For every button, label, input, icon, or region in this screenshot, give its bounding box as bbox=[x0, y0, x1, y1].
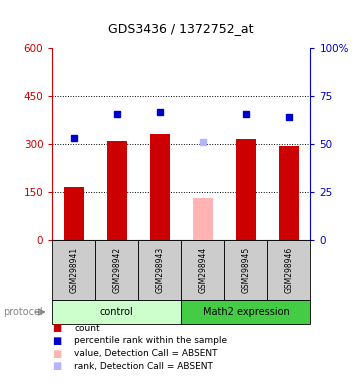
Bar bbox=[268, 240, 310, 300]
Bar bbox=[181, 240, 225, 300]
Text: count: count bbox=[74, 324, 100, 333]
Text: control: control bbox=[100, 307, 134, 317]
Bar bbox=[138, 240, 181, 300]
Text: GSM298942: GSM298942 bbox=[112, 247, 121, 293]
Text: rank, Detection Call = ABSENT: rank, Detection Call = ABSENT bbox=[74, 362, 213, 371]
Text: ■: ■ bbox=[52, 361, 62, 371]
Bar bbox=[52, 300, 182, 324]
Bar bbox=[236, 139, 256, 240]
Text: GSM298941: GSM298941 bbox=[69, 247, 78, 293]
Text: value, Detection Call = ABSENT: value, Detection Call = ABSENT bbox=[74, 349, 218, 358]
Text: GSM298943: GSM298943 bbox=[155, 247, 164, 293]
Bar bbox=[279, 146, 299, 240]
Text: percentile rank within the sample: percentile rank within the sample bbox=[74, 336, 227, 346]
Bar bbox=[193, 199, 213, 240]
Text: Math2 expression: Math2 expression bbox=[203, 307, 289, 317]
Bar bbox=[64, 187, 83, 240]
Text: ■: ■ bbox=[52, 336, 62, 346]
Text: GDS3436 / 1372752_at: GDS3436 / 1372752_at bbox=[108, 22, 253, 35]
Text: GSM298946: GSM298946 bbox=[284, 247, 293, 293]
Text: GSM298945: GSM298945 bbox=[242, 247, 251, 293]
Bar bbox=[150, 134, 170, 240]
Text: ■: ■ bbox=[52, 323, 62, 333]
Text: GSM298944: GSM298944 bbox=[199, 247, 208, 293]
Bar bbox=[52, 240, 95, 300]
Text: protocol: protocol bbox=[4, 307, 43, 317]
Bar bbox=[107, 141, 127, 240]
Bar bbox=[181, 300, 310, 324]
Bar bbox=[95, 240, 138, 300]
Text: ■: ■ bbox=[52, 349, 62, 359]
Bar bbox=[225, 240, 268, 300]
